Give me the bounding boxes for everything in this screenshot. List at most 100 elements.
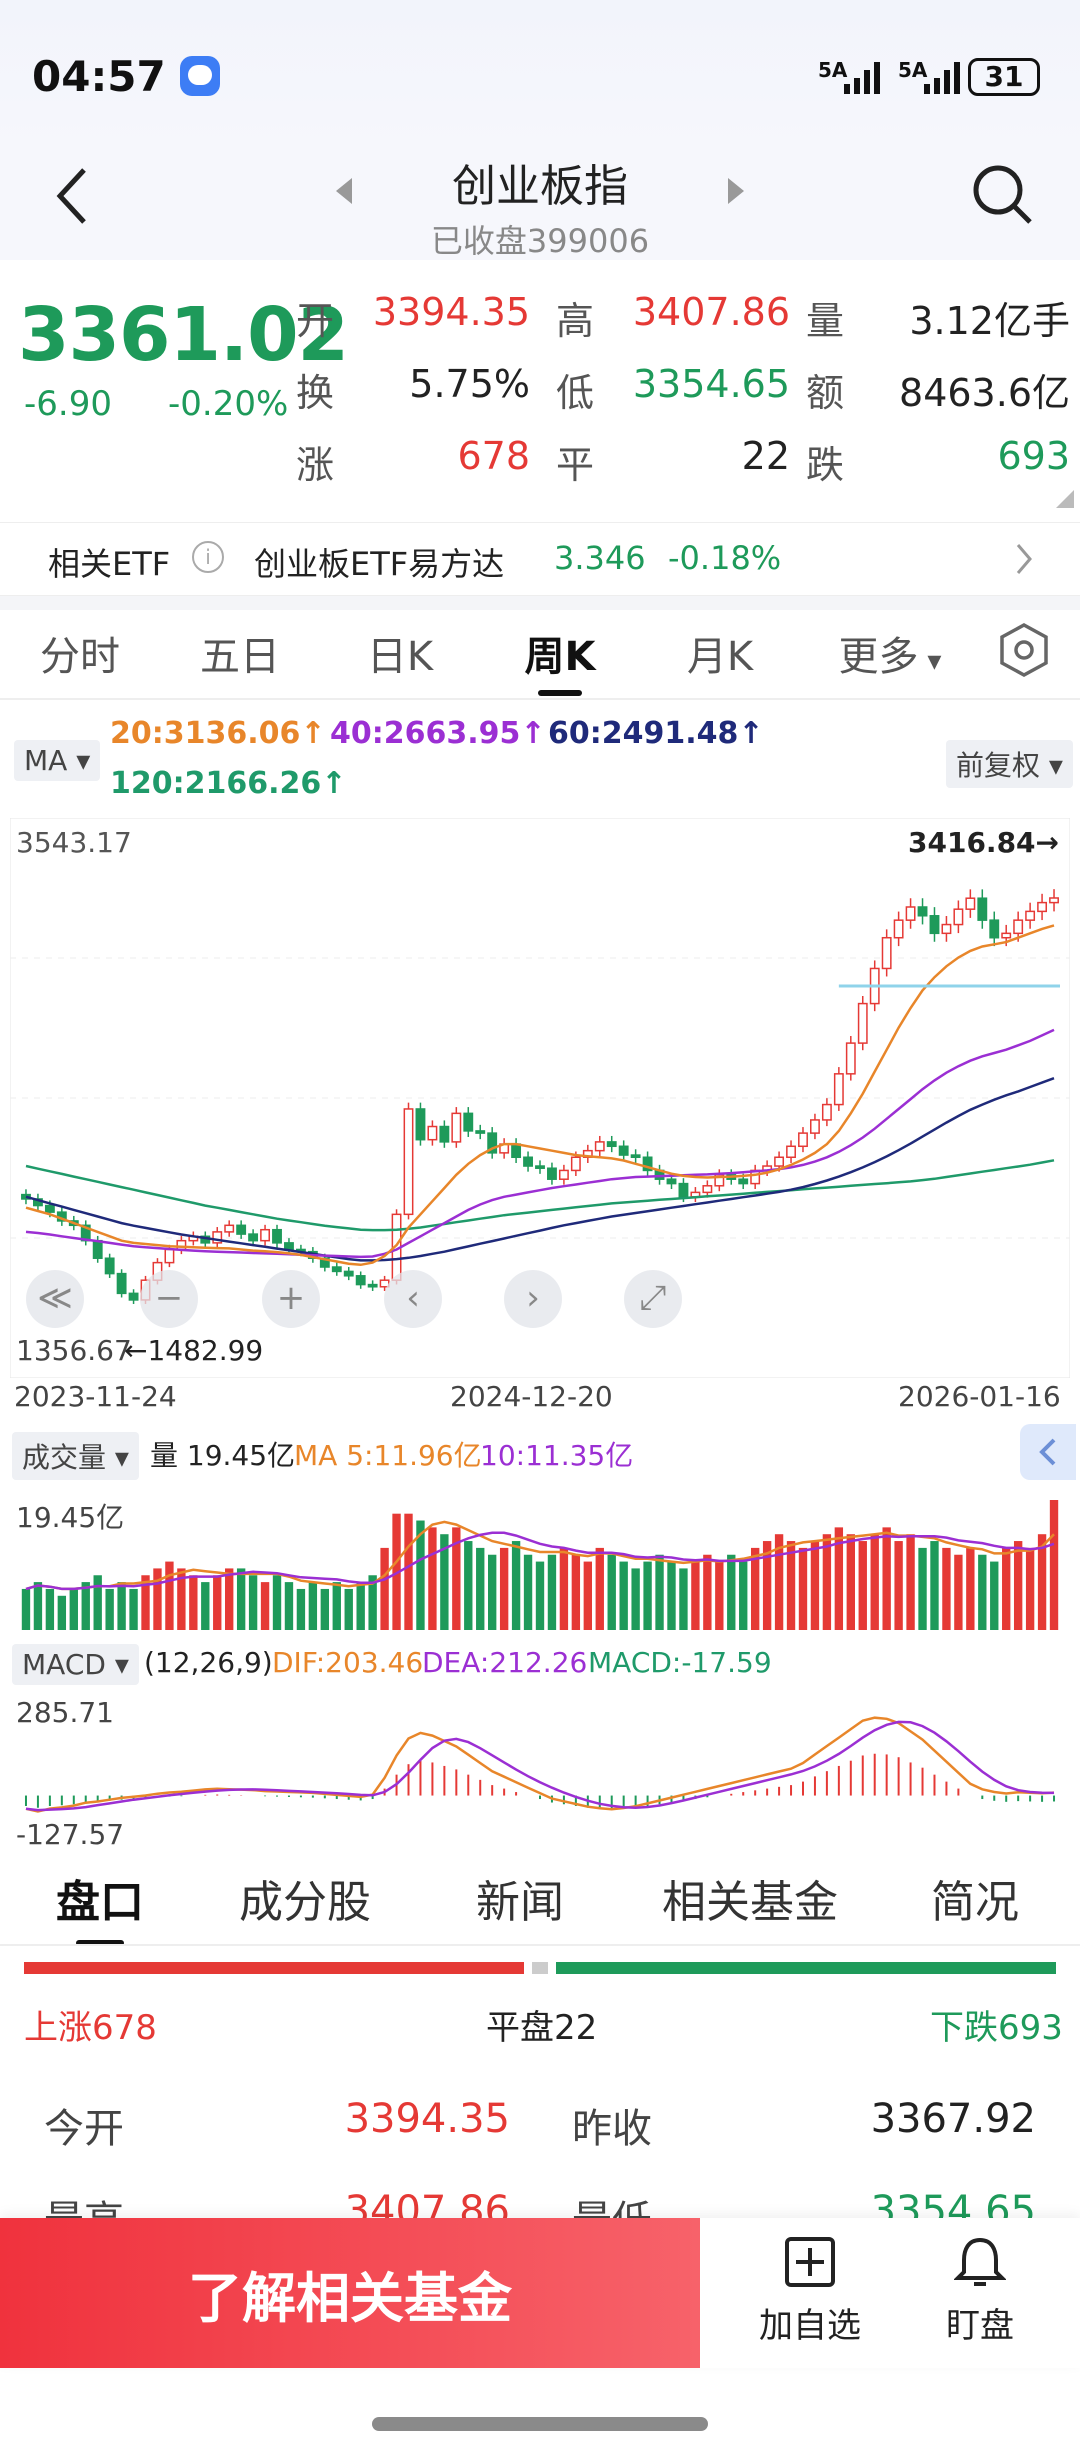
- volume-bar: [368, 1575, 377, 1630]
- info-icon[interactable]: i: [192, 541, 224, 573]
- active-tab-underline: [76, 1940, 124, 1946]
- ma20-line: [25, 924, 1055, 1267]
- chevron-right-icon[interactable]: ›: [504, 1270, 562, 1328]
- next-index-icon[interactable]: [726, 176, 746, 210]
- adjust-selector[interactable]: 前复权 ▾: [946, 740, 1073, 788]
- chart-tab-label: 周K: [524, 634, 596, 680]
- candle-body: [475, 1130, 486, 1134]
- volume-bar: [272, 1575, 282, 1630]
- macd-params: (12,26,9): [144, 1646, 273, 1679]
- volume-bar: [918, 1547, 927, 1630]
- zoom-out-left-icon[interactable]: ≪: [26, 1270, 84, 1328]
- volume-bar: [691, 1561, 700, 1630]
- plus-icon[interactable]: +: [262, 1270, 320, 1328]
- volume-chart[interactable]: [10, 1470, 1070, 1630]
- bottom-tab[interactable]: 成分股: [220, 1866, 390, 1930]
- volume-bar: [33, 1582, 43, 1630]
- signal-1-label: 5A: [818, 58, 848, 82]
- x-label-mid: 2024-12-20: [450, 1380, 613, 1413]
- bottom-tab-label: 简况: [931, 1877, 1019, 1928]
- quote-label: 换: [296, 371, 335, 415]
- volume-ma10-line: [25, 1531, 1055, 1591]
- volume-bar: [452, 1527, 461, 1630]
- minus-icon[interactable]: −: [140, 1270, 198, 1328]
- volume-bar: [225, 1568, 234, 1630]
- macd-chart[interactable]: [10, 1688, 1070, 1848]
- chart-tab[interactable]: 日K: [340, 624, 460, 682]
- quote-value: 3407.86: [632, 290, 790, 334]
- volume-bar: [762, 1541, 772, 1630]
- volume-ma5: MA 5:11.96亿: [294, 1439, 482, 1472]
- candle-body: [989, 919, 1000, 939]
- candle-body: [427, 1125, 438, 1141]
- volume-bar: [774, 1534, 784, 1630]
- candle-body: [415, 1108, 426, 1141]
- candle-body: [212, 1231, 223, 1244]
- candle-body: [881, 936, 892, 970]
- volume-bar: [296, 1588, 306, 1630]
- prev-index-icon[interactable]: [334, 176, 354, 210]
- volume-bar: [1049, 1500, 1059, 1630]
- volume-bar: [894, 1541, 903, 1630]
- watch-button[interactable]: 盯盘: [910, 2236, 1050, 2347]
- candle-body: [236, 1224, 247, 1235]
- home-indicator: [372, 2417, 708, 2431]
- macd-selector[interactable]: MACD ▾: [12, 1644, 139, 1685]
- candle-body: [535, 1165, 545, 1169]
- candle-body: [248, 1233, 259, 1242]
- etf-row[interactable]: 相关ETF i 创业板ETF易方达 3.346 -0.18%: [0, 522, 1080, 596]
- bottom-tab[interactable]: 相关基金: [640, 1866, 860, 1930]
- chart-tab-label: 五日: [200, 634, 280, 680]
- high-marker: 3416.84→: [908, 826, 1059, 859]
- quote-value: 8463.6亿: [899, 371, 1070, 415]
- add-watchlist-button[interactable]: 加自选: [740, 2236, 880, 2347]
- ma-selector[interactable]: MA ▾: [14, 740, 101, 781]
- chart-tab[interactable]: 月K: [660, 624, 780, 682]
- volume-bar: [966, 1547, 975, 1630]
- chart-tab-label: 月K: [686, 634, 754, 680]
- volume-bar: [93, 1575, 102, 1630]
- chart-tab[interactable]: 分时: [20, 624, 140, 682]
- chart-tab[interactable]: 更多 ▾: [838, 634, 942, 680]
- bottom-tab[interactable]: 新闻: [440, 1866, 600, 1930]
- search-icon[interactable]: [970, 162, 1034, 230]
- bottom-tabs-divider: [0, 1944, 1080, 1946]
- signal-1-icon: [842, 60, 884, 100]
- candle-body: [642, 1156, 653, 1172]
- volume-bar: [739, 1561, 748, 1630]
- candle-body: [702, 1185, 713, 1194]
- fullscreen-icon[interactable]: ⤢: [624, 1270, 682, 1328]
- volume-bar: [153, 1568, 162, 1630]
- volume-bar: [1025, 1547, 1035, 1630]
- candle-body: [618, 1145, 629, 1156]
- back-icon[interactable]: [52, 164, 92, 232]
- chevron-left-icon[interactable]: ‹: [384, 1270, 442, 1328]
- volume-bar: [978, 1554, 987, 1630]
- price-change: -6.90: [24, 384, 112, 424]
- volume-selector[interactable]: 成交量 ▾: [12, 1432, 139, 1480]
- add-square-icon: [784, 2236, 836, 2288]
- detail-label: 昨收: [572, 2106, 652, 2152]
- candle-body: [451, 1112, 462, 1143]
- volume-bar: [57, 1595, 67, 1630]
- bottom-tab[interactable]: 简况: [900, 1866, 1050, 1930]
- volume-bar: [858, 1541, 867, 1630]
- candle-body: [355, 1275, 366, 1286]
- signal-2-label: 5A: [898, 58, 928, 82]
- chart-tab[interactable]: 五日: [180, 624, 300, 682]
- settings-hex-icon[interactable]: [996, 622, 1052, 682]
- learn-funds-button[interactable]: 了解相关基金: [0, 2218, 700, 2368]
- volume-bar: [523, 1554, 533, 1630]
- candle-body: [463, 1112, 474, 1132]
- chart-tab-label: 日K: [366, 634, 434, 680]
- bottom-tab[interactable]: 盘口: [30, 1866, 170, 1946]
- volume-bar: [356, 1582, 365, 1630]
- collapse-panel-icon[interactable]: [1020, 1424, 1076, 1480]
- chart-tab-label: 更多: [838, 634, 919, 680]
- volume-bar: [571, 1554, 581, 1630]
- expand-corner-icon[interactable]: [1056, 490, 1074, 512]
- volume-bar: [619, 1561, 628, 1630]
- chart-tab[interactable]: 周K: [500, 624, 620, 696]
- ma-selector-label: MA: [24, 744, 68, 777]
- bottom-tab-label: 盘口: [56, 1877, 144, 1928]
